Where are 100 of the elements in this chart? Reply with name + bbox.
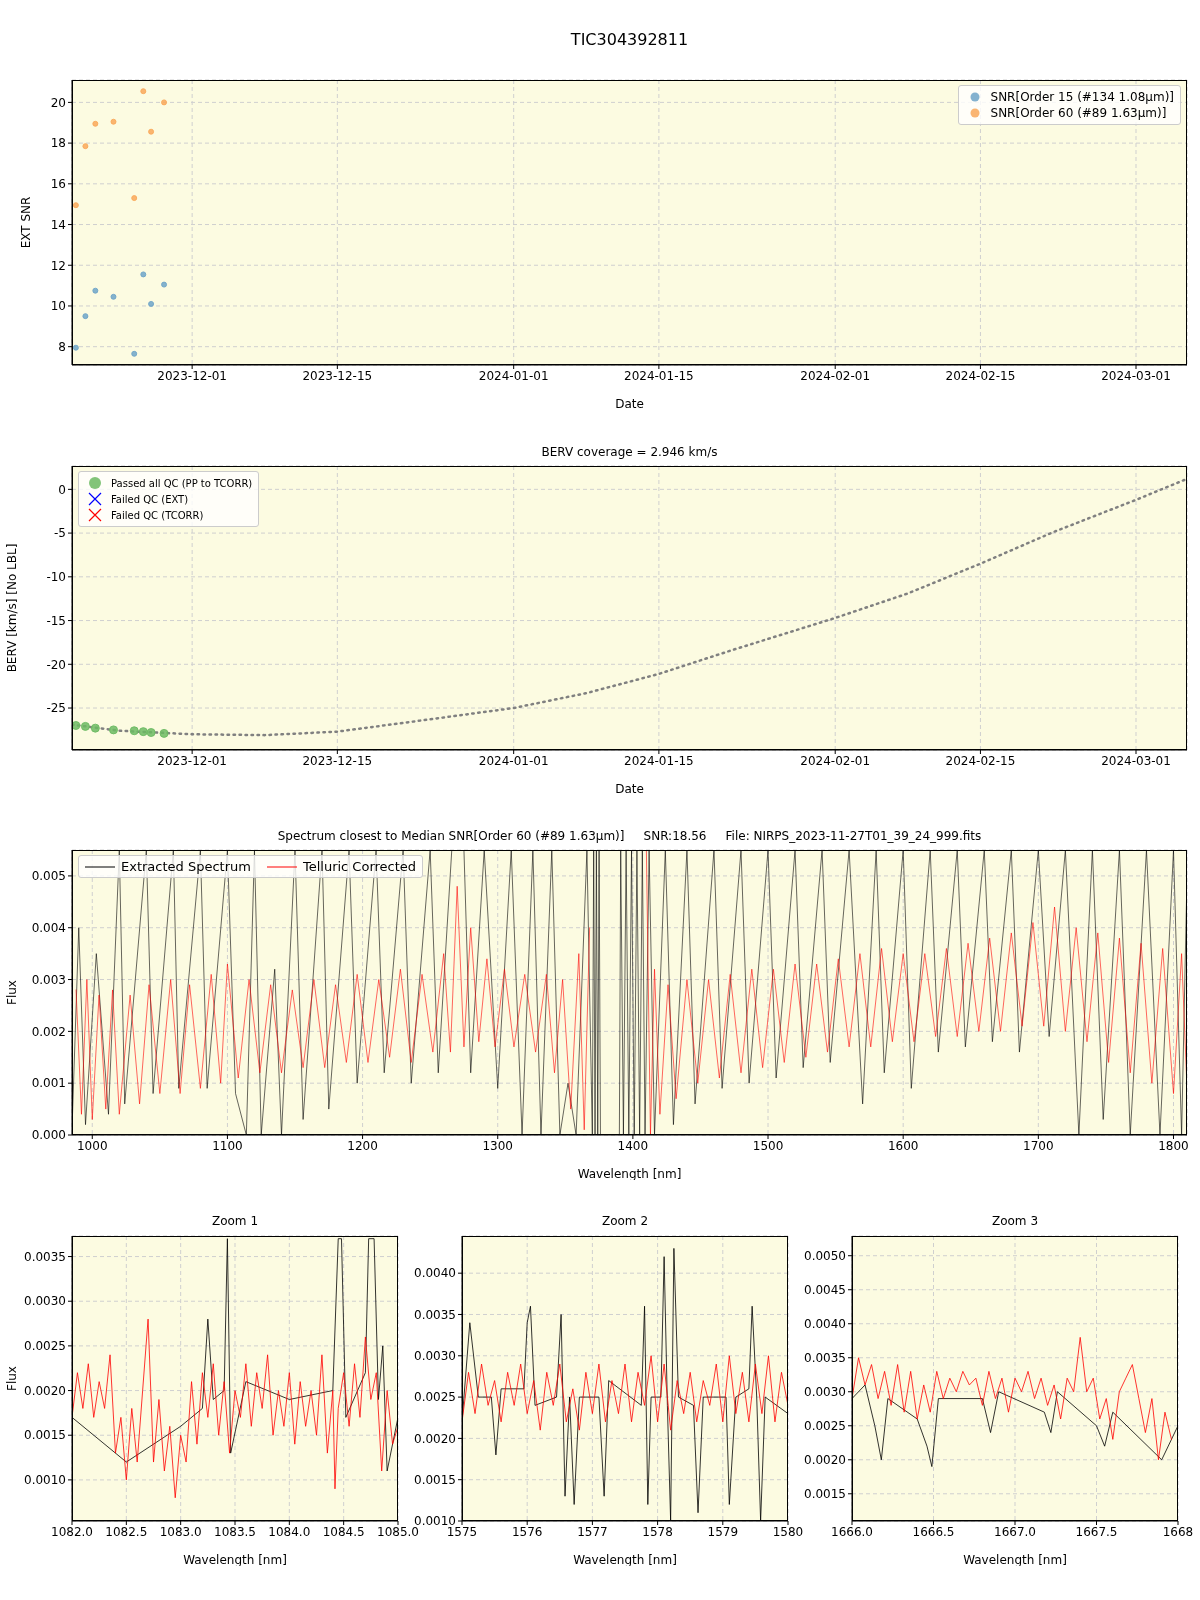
x-tick-label: 2024-01-01 — [478, 753, 549, 768]
y-tick-label: -15 — [46, 613, 66, 628]
y-axis-title: Flux — [5, 980, 20, 1005]
chart-title: Zoom 1 — [210, 1214, 259, 1228]
y-tick-label: 0.0025 — [414, 1390, 456, 1405]
x-tick-label: 1082.0 — [51, 1524, 93, 1539]
x-tick-label: 1200 — [347, 1138, 378, 1153]
x-tick-label: 1580 — [772, 1524, 804, 1539]
x-tick-label: 1666.5 — [912, 1524, 955, 1539]
x-tick-label: 1083.0 — [159, 1524, 202, 1539]
y-tick-label: -25 — [46, 701, 66, 716]
y-tick-label: 16 — [50, 177, 66, 192]
x-axis-title: Wavelength [nm] — [577, 1167, 682, 1181]
x-tick-label: 1700 — [1023, 1138, 1054, 1153]
y-tick-label: 0.0025 — [24, 1339, 66, 1354]
y-tick-label: 0.0040 — [414, 1266, 456, 1281]
x-tick-label: 1800 — [1158, 1138, 1189, 1153]
y-tick-label: 0.0020 — [414, 1431, 456, 1446]
y-tick-label: 14 — [50, 217, 66, 232]
x-tick-label: 1500 — [752, 1138, 784, 1153]
x-tick-label: 2024-01-15 — [624, 753, 694, 768]
y-tick-label: 0.0020 — [804, 1453, 846, 1468]
y-tick-label: 0.001 — [31, 1076, 66, 1091]
x-tick-label: 1300 — [482, 1138, 513, 1153]
y-tick-label: 0.0035 — [414, 1307, 456, 1322]
x-tick-label: 1084.5 — [322, 1524, 365, 1539]
x-tick-label: 2024-02-15 — [945, 368, 1016, 383]
y-tick-label: 0.0030 — [414, 1349, 456, 1364]
x-tick-label: 2024-01-01 — [478, 368, 549, 383]
y-axis-title: EXT SNR — [19, 196, 34, 249]
y-tick-label: 0.003 — [31, 972, 66, 987]
y-tick-label: 0.0015 — [804, 1487, 846, 1502]
chart-title: TIC304392811 — [569, 30, 690, 49]
x-tick-label: 1667.5 — [1075, 1524, 1118, 1539]
legend-label: Passed all QC (PP to TCORR) — [111, 476, 253, 491]
y-tick-label: 0.0020 — [24, 1383, 66, 1398]
x-tick-label: 2024-02-01 — [800, 368, 871, 383]
x-tick-label: 2024-03-01 — [1101, 368, 1171, 383]
y-tick-label: 18 — [50, 136, 66, 151]
y-tick-label: -20 — [46, 657, 66, 672]
y-tick-label: 0.0030 — [24, 1294, 66, 1309]
x-tick-label: 2023-12-01 — [157, 753, 228, 768]
y-tick-label: 0.0015 — [414, 1472, 456, 1487]
x-axis-title: Wavelength [nm] — [183, 1553, 287, 1567]
y-tick-label: 0.0010 — [24, 1473, 66, 1488]
x-tick-label: 1082.5 — [105, 1524, 148, 1539]
y-tick-label: -10 — [46, 570, 66, 585]
y-tick-label: 10 — [50, 299, 66, 314]
x-axis-title: Date — [615, 397, 644, 411]
legend-label: Extracted Spectrum — [121, 859, 251, 874]
x-tick-label: 1578 — [642, 1524, 673, 1539]
y-tick-label: 8 — [58, 339, 66, 354]
x-tick-label: 1084.0 — [268, 1524, 311, 1539]
y-tick-label: 0.0050 — [804, 1248, 846, 1263]
chart-title: BERV coverage = 2.946 km/s — [540, 445, 719, 459]
legend-label: Failed QC (EXT) — [111, 492, 189, 507]
y-tick-label: 0.0045 — [804, 1283, 846, 1297]
y-tick-label: 0.0030 — [804, 1385, 846, 1400]
chart-title: Zoom 3 — [990, 1214, 1039, 1228]
y-tick-label: 0 — [58, 482, 66, 497]
x-axis-title: Date — [615, 782, 644, 796]
legend-label: SNR[Order 60 (#89 1.63μm)] — [990, 105, 1167, 121]
x-tick-label: 1083.5 — [214, 1524, 256, 1539]
x-tick-label: 1100 — [212, 1138, 243, 1153]
x-tick-label: 2024-03-01 — [1101, 753, 1171, 768]
x-tick-label: 1600 — [887, 1138, 919, 1153]
y-tick-label: 0.005 — [31, 869, 66, 884]
x-tick-label: 1668 — [1162, 1524, 1194, 1539]
x-tick-label: 2024-01-15 — [624, 368, 694, 383]
y-axis-title: BERV [km/s] [No LBL] — [5, 543, 20, 673]
x-tick-label: 2023-12-15 — [302, 368, 373, 383]
x-tick-label: 1579 — [707, 1524, 739, 1539]
y-tick-label: -5 — [54, 526, 66, 541]
y-tick-label: 20 — [50, 95, 66, 110]
y-axis-title: Flux — [5, 1366, 20, 1391]
y-tick-label: 0.0035 — [24, 1249, 66, 1264]
y-tick-label: 0.000 — [31, 1128, 66, 1143]
x-tick-label: 2024-02-01 — [800, 753, 871, 768]
y-tick-label: 0.0025 — [804, 1419, 846, 1434]
x-axis-title: Wavelength [nm] — [963, 1553, 1067, 1567]
x-tick-label: 2023-12-01 — [157, 368, 228, 383]
y-tick-label: 0.002 — [31, 1024, 66, 1039]
legend-label: Telluric Corrected — [302, 859, 417, 874]
y-tick-label: 0.0015 — [24, 1428, 66, 1443]
x-tick-label: 1667.0 — [994, 1524, 1036, 1539]
legend-label: SNR[Order 15 (#134 1.08μm)] — [990, 89, 1174, 105]
x-tick-label: 1576 — [511, 1524, 543, 1539]
y-tick-label: 12 — [50, 258, 66, 273]
x-tick-label: 1575 — [446, 1524, 478, 1539]
x-tick-label: 1400 — [617, 1138, 649, 1153]
x-tick-label: 1577 — [577, 1524, 608, 1539]
x-tick-label: 1000 — [77, 1138, 108, 1153]
x-tick-label: 2023-12-15 — [302, 753, 373, 768]
chart-title: Zoom 2 — [600, 1214, 649, 1228]
y-tick-label: 0.0040 — [804, 1317, 846, 1331]
chart-title: Spectrum closest to Median SNR[Order 60 (#89 1.63μm)] SNR:18.56 File: NIRPS_2023-11-27T01_39_24_999.fits — [276, 829, 983, 843]
y-tick-label: 0.004 — [31, 920, 66, 935]
y-tick-label: 0.0035 — [804, 1351, 846, 1366]
x-tick-label: 2024-02-15 — [945, 753, 1016, 768]
legend-label: Failed QC (TCORR) — [111, 508, 204, 523]
